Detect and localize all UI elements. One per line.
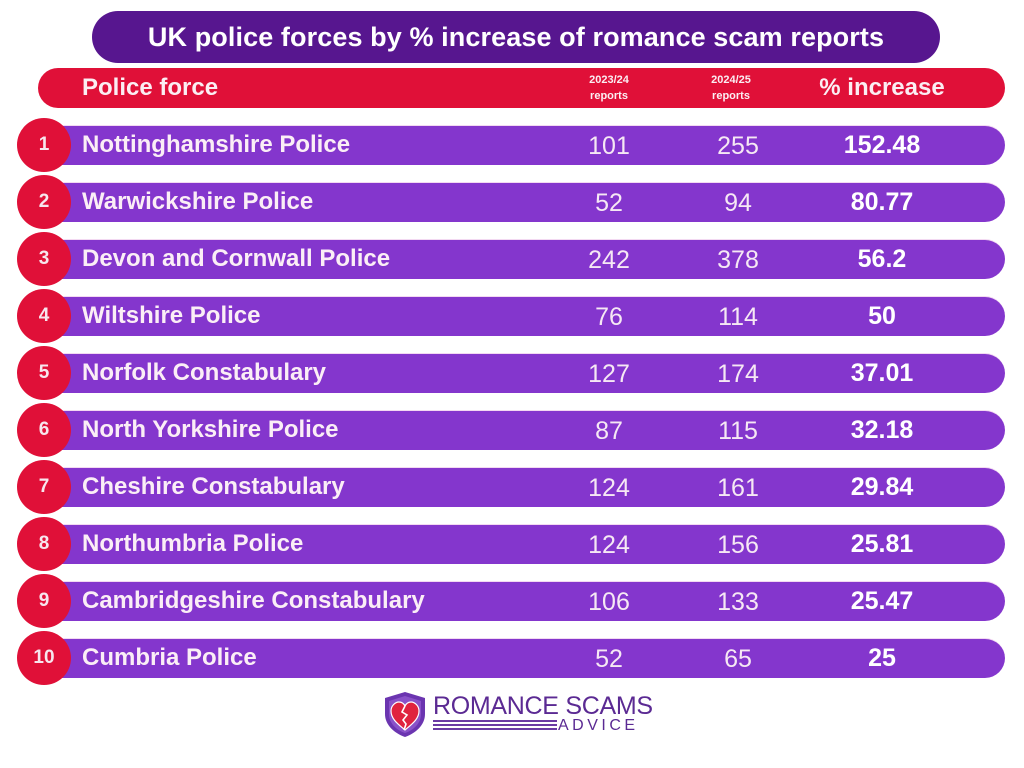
broken-heart-shield-icon xyxy=(385,692,425,737)
reports-2023-24: 124 xyxy=(588,531,630,559)
reports-2023-24: 52 xyxy=(595,189,623,217)
table-row: 5 Norfolk Constabulary 127 174 37.01 xyxy=(0,346,1024,400)
row-bar xyxy=(44,524,1005,564)
header-reports-2023-24-year: 2023/24 xyxy=(589,74,629,86)
reports-2023-24: 242 xyxy=(588,246,630,274)
police-force-name: Warwickshire Police xyxy=(82,188,314,215)
row-bar xyxy=(44,182,1005,222)
reports-2023-24: 106 xyxy=(588,588,630,616)
reports-2024-25: 115 xyxy=(718,417,758,445)
reports-2023-24: 124 xyxy=(588,474,630,502)
brand-lines-decoration xyxy=(433,720,557,730)
rank-badge: 7 xyxy=(17,460,71,514)
header-reports-2023-24-label: reports xyxy=(590,90,628,102)
header-reports-2023-24: 2023/24 reports xyxy=(554,72,664,104)
reports-2024-25: 255 xyxy=(717,132,759,160)
table-row: 6 North Yorkshire Police 87 115 32.18 xyxy=(0,403,1024,457)
police-force-name: Cheshire Constabulary xyxy=(82,473,345,500)
pct-increase: 80.77 xyxy=(850,188,914,216)
row-bar xyxy=(44,410,1005,450)
pct-increase: 56.2 xyxy=(857,245,907,273)
police-force-name: Northumbria Police xyxy=(82,530,304,557)
police-force-name: Devon and Cornwall Police xyxy=(82,245,391,272)
reports-2023-24: 87 xyxy=(595,417,623,445)
rank-badge: 5 xyxy=(17,346,71,400)
reports-2023-24: 76 xyxy=(595,303,623,331)
rank-badge: 2 xyxy=(17,175,71,229)
table-header: Police force 2023/24 reports 2024/25 rep… xyxy=(38,68,1005,108)
rank-badge: 6 xyxy=(17,403,71,457)
row-bar xyxy=(44,581,1005,621)
police-force-name: Norfolk Constabulary xyxy=(82,359,327,386)
reports-2024-25: 156 xyxy=(717,531,759,559)
reports-2024-25: 378 xyxy=(717,246,759,274)
reports-2024-25: 94 xyxy=(724,189,752,217)
pct-increase: 37.01 xyxy=(850,359,914,387)
pct-increase: 50 xyxy=(868,302,896,330)
table-row: 8 Northumbria Police 124 156 25.81 xyxy=(0,517,1024,571)
reports-2024-25: 65 xyxy=(724,645,752,673)
row-bar xyxy=(44,296,1005,336)
row-bar xyxy=(44,125,1005,165)
reports-2024-25: 161 xyxy=(717,474,759,502)
reports-2024-25: 133 xyxy=(717,588,759,616)
row-bar xyxy=(44,467,1005,507)
header-reports-2024-25-label: reports xyxy=(712,90,750,102)
police-force-name: North Yorkshire Police xyxy=(82,416,339,443)
table-row: 3 Devon and Cornwall Police 242 378 56.2 xyxy=(0,232,1024,286)
rank-badge: 1 xyxy=(17,118,71,172)
header-reports-2024-25: 2024/25 reports xyxy=(676,72,786,104)
reports-2023-24: 127 xyxy=(588,360,630,388)
reports-2023-24: 52 xyxy=(595,645,623,673)
reports-2023-24: 101 xyxy=(588,132,630,160)
page-title: UK police forces by % increase of romanc… xyxy=(92,11,940,63)
header-police-force: Police force xyxy=(82,74,219,101)
header-reports-2024-25-year: 2024/25 xyxy=(711,74,751,86)
table-row: 9 Cambridgeshire Constabulary 106 133 25… xyxy=(0,574,1024,628)
rank-badge: 10 xyxy=(17,631,71,685)
pct-increase: 32.18 xyxy=(850,416,914,444)
police-force-name: Cambridgeshire Constabulary xyxy=(82,587,425,614)
brand-name: ROMANCE SCAMS xyxy=(433,692,653,720)
rank-badge: 3 xyxy=(17,232,71,286)
reports-2024-25: 174 xyxy=(717,360,759,388)
pct-increase: 25.81 xyxy=(850,530,914,558)
pct-increase: 152.48 xyxy=(843,131,921,159)
row-bar xyxy=(44,239,1005,279)
brand-subtitle: ADVICE xyxy=(558,717,639,734)
table-row: 10 Cumbria Police 52 65 25 xyxy=(0,631,1024,685)
header-pct-increase: % increase xyxy=(819,74,945,101)
reports-2024-25: 114 xyxy=(718,303,758,331)
pct-increase: 29.84 xyxy=(850,473,914,501)
pct-increase: 25.47 xyxy=(850,587,914,615)
table-row: 4 Wiltshire Police 76 114 50 xyxy=(0,289,1024,343)
pct-increase: 25 xyxy=(868,644,896,672)
police-force-name: Wiltshire Police xyxy=(82,302,261,329)
brand-logo: ROMANCE SCAMS ADVICE xyxy=(380,690,653,742)
row-bar xyxy=(44,638,1005,678)
table-row: 1 Nottinghamshire Police 101 255 152.48 xyxy=(0,118,1024,172)
row-bar xyxy=(44,353,1005,393)
rank-badge: 4 xyxy=(17,289,71,343)
rank-badge: 9 xyxy=(17,574,71,628)
police-force-name: Nottinghamshire Police xyxy=(82,131,351,158)
rank-badge: 8 xyxy=(17,517,71,571)
table-row: 7 Cheshire Constabulary 124 161 29.84 xyxy=(0,460,1024,514)
table-row: 2 Warwickshire Police 52 94 80.77 xyxy=(0,175,1024,229)
police-force-name: Cumbria Police xyxy=(82,644,257,671)
